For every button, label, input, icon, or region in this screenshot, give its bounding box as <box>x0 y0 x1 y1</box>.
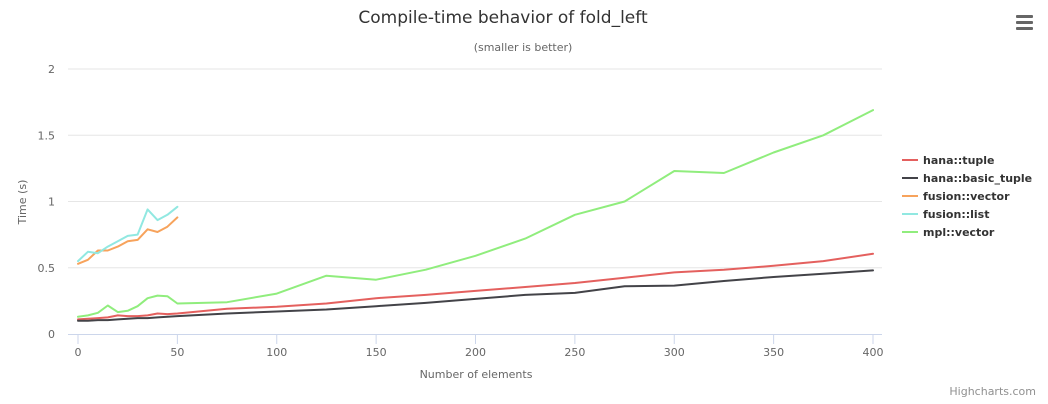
y-tick-label: 2 <box>48 63 55 76</box>
x-tick-label: 250 <box>564 346 585 359</box>
x-tick-label: 300 <box>664 346 685 359</box>
series-lines <box>77 109 874 322</box>
legend-label: mpl::vector <box>923 226 995 239</box>
legend-item-3[interactable]: fusion::list <box>902 208 989 221</box>
legend: hana::tuplehana::basic_tuplefusion::vect… <box>902 154 1032 239</box>
x-tick-label: 50 <box>170 346 184 359</box>
series-line-1 <box>77 269 874 322</box>
series-line-3 <box>77 205 179 263</box>
chart-title: Compile-time behavior of fold_left <box>358 8 648 28</box>
hamburger-menu-icon[interactable] <box>1012 10 1036 34</box>
y-tick-label: 1 <box>48 196 55 209</box>
chart-subtitle: (smaller is better) <box>474 41 573 54</box>
x-axis-title: Number of elements <box>420 368 533 381</box>
legend-item-0[interactable]: hana::tuple <box>902 154 995 167</box>
legend-label: fusion::vector <box>923 190 1010 203</box>
y-tick-label: 0.5 <box>38 262 56 275</box>
series-line-2 <box>77 216 179 265</box>
x-tick-label: 200 <box>465 346 486 359</box>
y-tick-label: 0 <box>48 328 55 341</box>
legend-item-2[interactable]: fusion::vector <box>902 190 1010 203</box>
grid-lines <box>68 68 882 269</box>
series-line-0 <box>77 252 874 321</box>
legend-item-1[interactable]: hana::basic_tuple <box>902 172 1032 185</box>
x-tick-label: 100 <box>266 346 287 359</box>
y-axis-title: Time (s) <box>16 180 29 226</box>
series-line-4 <box>77 109 874 318</box>
legend-label: hana::tuple <box>923 154 995 167</box>
credits-link[interactable]: Highcharts.com <box>949 385 1036 398</box>
x-tick-label: 350 <box>763 346 784 359</box>
x-tick-label: 400 <box>863 346 884 359</box>
x-tick-label: 150 <box>366 346 387 359</box>
legend-label: hana::basic_tuple <box>923 172 1032 185</box>
legend-label: fusion::list <box>923 208 989 221</box>
axes: 0 0.5 1 1.5 2 0 50 100 150 200 250 300 350 400 <box>38 63 884 359</box>
y-tick-label: 1.5 <box>38 129 56 142</box>
legend-item-4[interactable]: mpl::vector <box>902 226 995 239</box>
x-tick-label: 0 <box>75 346 82 359</box>
